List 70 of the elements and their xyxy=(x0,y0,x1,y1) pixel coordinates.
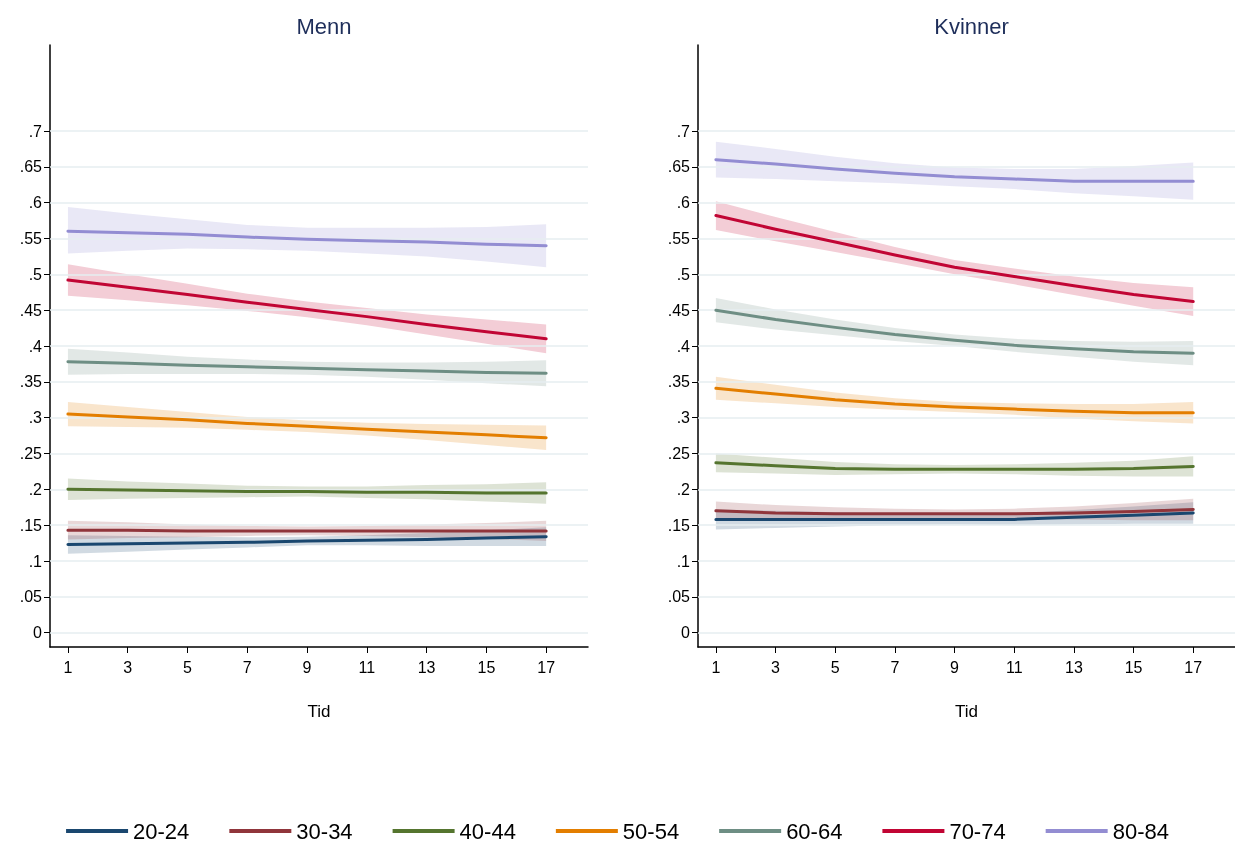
y-tick-label: .4 xyxy=(676,337,691,355)
x-tick-label: 15 xyxy=(1124,658,1143,676)
x-tick-label: 1 xyxy=(711,658,721,676)
line-series xyxy=(714,461,1195,471)
legend-label: 30-34 xyxy=(296,818,353,844)
x-tick-label: 9 xyxy=(302,658,312,676)
line-series xyxy=(66,412,548,440)
x-tick-label: 5 xyxy=(830,658,840,676)
line-series xyxy=(714,386,1195,415)
y-tick-label: .6 xyxy=(28,194,43,212)
x-tick-label: 17 xyxy=(537,658,556,676)
x-tick-label: 7 xyxy=(890,658,900,676)
x-tick-label: 11 xyxy=(1005,658,1023,676)
line-series xyxy=(714,308,1195,355)
legend-label: 20-24 xyxy=(133,818,190,844)
line-series xyxy=(66,229,548,248)
legend-label: 50-54 xyxy=(622,818,680,844)
y-tick-label: .2 xyxy=(676,480,691,498)
y-tick-label: .65 xyxy=(667,158,691,176)
y-tick-label: .05 xyxy=(19,588,43,606)
x-tick-label: 11 xyxy=(358,658,376,676)
y-tick-label: .1 xyxy=(28,552,43,570)
x-tick-label: 13 xyxy=(417,658,436,676)
y-tick-label: .55 xyxy=(19,230,43,247)
line-series xyxy=(66,360,548,375)
y-tick-label: .05 xyxy=(667,588,691,606)
y-tick-label: .45 xyxy=(19,301,43,319)
line-series xyxy=(714,158,1195,183)
x-tick-label: 5 xyxy=(183,658,193,676)
y-tick-label: .35 xyxy=(667,373,691,391)
y-tick-label: .2 xyxy=(28,480,43,498)
x-tick-label: 17 xyxy=(1184,658,1203,676)
y-tick-label: .25 xyxy=(19,445,43,462)
x-axis-title: Tid xyxy=(955,702,978,721)
y-tick-label: 0 xyxy=(681,624,691,642)
y-tick-label: .5 xyxy=(676,265,691,283)
line-series xyxy=(714,511,1195,521)
y-tick-label: 0 xyxy=(33,624,43,642)
legend-label: 70-74 xyxy=(949,818,1006,844)
legend-label: 60-64 xyxy=(786,818,843,844)
x-tick-label: 15 xyxy=(477,658,496,676)
y-tick-label: .25 xyxy=(667,445,691,462)
x-tick-label: 1 xyxy=(63,658,73,676)
y-tick-label: .15 xyxy=(667,516,691,534)
y-tick-label: .45 xyxy=(667,301,691,319)
y-tick-label: .5 xyxy=(28,265,43,283)
legend-label: 40-44 xyxy=(459,818,516,844)
y-tick-label: .1 xyxy=(676,552,691,570)
y-tick-label: .65 xyxy=(19,158,43,176)
y-tick-label: .55 xyxy=(667,230,691,247)
line-series xyxy=(66,535,548,547)
y-tick-label: .4 xyxy=(28,337,43,355)
x-axis-title: Tid xyxy=(307,702,331,721)
y-tick-label: .15 xyxy=(19,516,43,534)
chart-title: Kvinner xyxy=(934,13,1009,39)
x-tick-label: 3 xyxy=(123,658,133,676)
y-tick-label: .3 xyxy=(676,409,691,427)
legend-label: 80-84 xyxy=(1112,818,1169,844)
y-tick-label: .3 xyxy=(28,409,43,427)
line-series xyxy=(66,278,548,341)
x-tick-label: 3 xyxy=(771,658,781,676)
line-series xyxy=(714,214,1195,304)
y-tick-label: .7 xyxy=(28,122,43,140)
x-tick-label: 13 xyxy=(1065,658,1083,676)
y-tick-label: .35 xyxy=(19,373,43,391)
y-tick-label: .7 xyxy=(676,122,691,140)
y-tick-label: .6 xyxy=(676,194,691,212)
x-tick-label: 7 xyxy=(242,658,252,676)
x-tick-label: 9 xyxy=(950,658,960,676)
chart-title: Menn xyxy=(296,13,352,39)
